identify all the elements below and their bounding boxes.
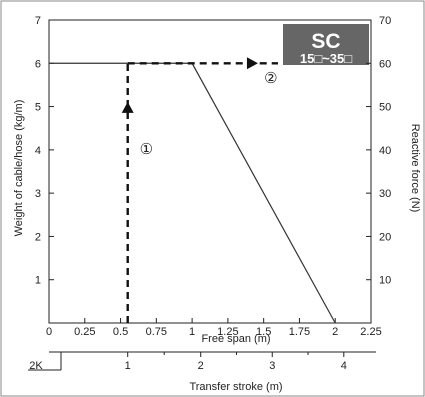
y-tick-label: 5 xyxy=(35,102,41,114)
y-tick-label: 1 xyxy=(35,275,41,287)
y-tick-label: 4 xyxy=(35,145,41,157)
y2-tick-label: 20 xyxy=(379,231,391,243)
plot-area xyxy=(48,19,372,324)
x-tick-label: 1.75 xyxy=(289,326,310,338)
y2-axis-title: Reactive force (N) xyxy=(409,124,421,213)
x-tick-label: 0.25 xyxy=(74,326,95,338)
axes-ticks: 0 0.25 0.5 0.75 1 1.25 1.5 1.75 2 2.25 1 2 3 4 5 6 7 10 20… xyxy=(28,15,391,372)
y-tick-label: 6 xyxy=(35,58,41,70)
x-tick-label: 1.25 xyxy=(217,326,238,338)
y2-tick-label: 50 xyxy=(379,102,391,114)
guide-arrowhead xyxy=(246,57,258,70)
x-tick-label: 0.75 xyxy=(146,326,167,338)
y-tick-label: 2 xyxy=(35,231,41,243)
guides-layer: ①② xyxy=(121,57,278,323)
y2-tick-label: 10 xyxy=(379,275,391,287)
x-tick-label: 1 xyxy=(189,326,195,338)
y-axis-title: Weight of cable/hose (kg/m) xyxy=(13,100,25,237)
transfer-stroke-tick-label: 2 xyxy=(198,360,204,372)
product-badge: SC 15□~35□ xyxy=(283,24,369,66)
transfer-stroke-prefix-2k: 2K xyxy=(29,360,43,372)
x-tick-label: 0 xyxy=(46,326,52,338)
y-tick-label: 7 xyxy=(35,15,41,27)
transfer-stroke-axis-title: Transfer stroke (m) xyxy=(189,381,282,393)
y2-tick-label: 70 xyxy=(379,15,391,27)
x-tick-label: 2.25 xyxy=(360,326,381,338)
x-tick-label: 0.5 xyxy=(113,326,128,338)
badge-subtitle: 15□~35□ xyxy=(300,51,352,66)
x-axis-title: Free span (m) xyxy=(201,333,270,345)
badge-title: SC xyxy=(311,30,340,53)
guide-label: ② xyxy=(264,70,277,87)
transfer-stroke-tick-label: 3 xyxy=(269,360,275,372)
x-tick-label: 1.5 xyxy=(256,326,271,338)
badge-background xyxy=(283,24,369,65)
transfer-stroke-tick-label: 1 xyxy=(125,360,131,372)
guide-arrowhead xyxy=(121,101,134,113)
y-tick-label: 3 xyxy=(35,188,41,200)
y2-tick-label: 30 xyxy=(379,188,391,200)
transfer-stroke-tick-label: 4 xyxy=(341,360,347,372)
guide-label: ① xyxy=(140,141,153,158)
y2-tick-label: 40 xyxy=(379,145,391,157)
plot-frame xyxy=(48,19,372,324)
x-tick-label: 2 xyxy=(332,326,338,338)
y2-tick-label: 60 xyxy=(379,58,391,70)
